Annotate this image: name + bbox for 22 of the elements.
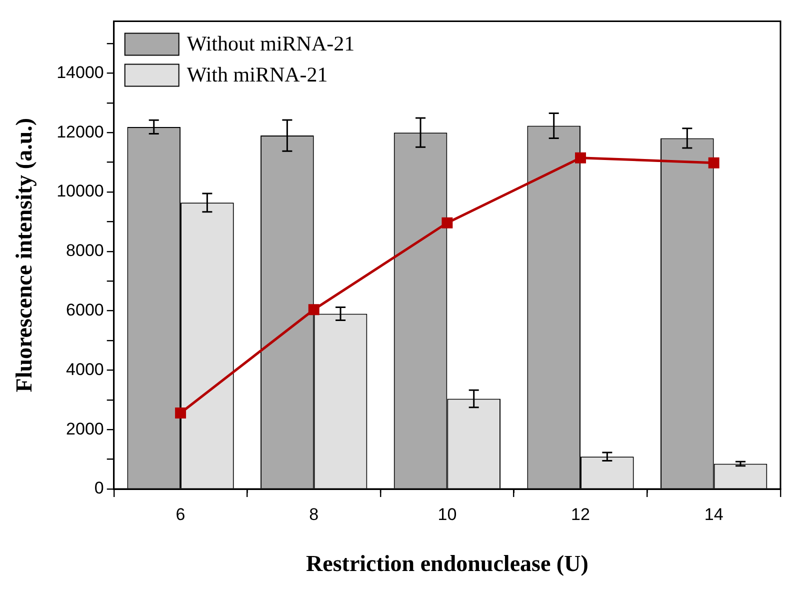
y-tick-label: 2000 xyxy=(66,419,104,438)
y-tick-label: 0 xyxy=(94,478,104,498)
y-tick-label: 4000 xyxy=(66,360,104,379)
legend-label: With miRNA-21 xyxy=(186,62,328,87)
point xyxy=(308,304,320,316)
point xyxy=(575,152,586,164)
x-tick-label: 12 xyxy=(571,504,590,524)
point xyxy=(708,157,720,168)
y-tick-label: 14000 xyxy=(56,62,104,82)
point xyxy=(175,407,186,418)
y-tick-label: 10000 xyxy=(56,182,104,201)
legend-label: Without miRNA-21 xyxy=(186,32,355,56)
x-tick-label: 8 xyxy=(309,504,319,524)
x-tick-label: 14 xyxy=(704,504,724,524)
point xyxy=(442,217,453,228)
y-tick-label: 8000 xyxy=(66,241,104,260)
x-tick-label: 10 xyxy=(438,504,457,524)
y-tick-label: 6000 xyxy=(66,300,104,320)
x-tick-label: 6 xyxy=(176,504,186,524)
x-axis-title: Restriction endonuclease (U) xyxy=(306,551,588,576)
y-tick-label: 12000 xyxy=(56,122,104,142)
y-axis-title: Fluorescence intensity (a.u.) xyxy=(12,118,37,392)
